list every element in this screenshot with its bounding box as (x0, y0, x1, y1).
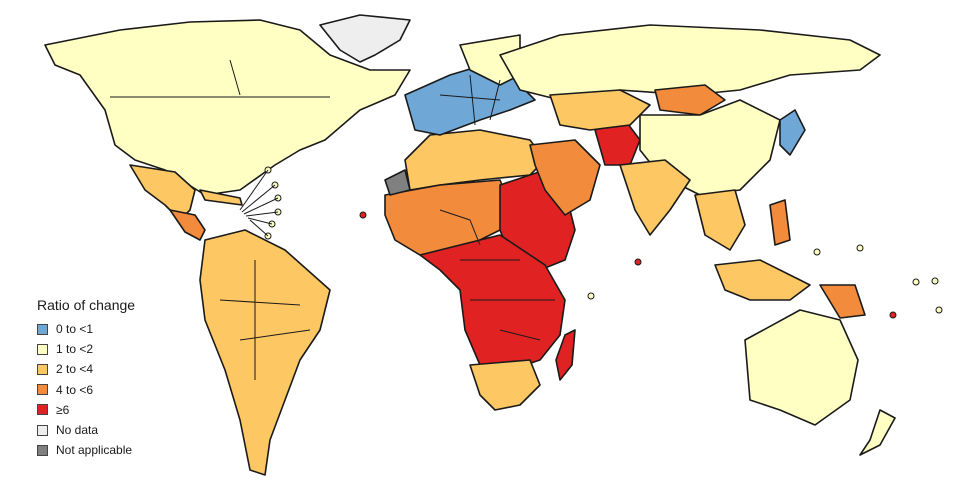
legend-item: ≥6 (37, 400, 135, 420)
legend-title: Ratio of change (37, 297, 136, 313)
region-central-america (169, 209, 206, 241)
legend-swatch (37, 323, 48, 335)
legend-item: 0 to <1 (37, 319, 135, 339)
region-australia (744, 309, 859, 426)
legend-item: 2 to <4 (37, 359, 135, 379)
legend-swatch (37, 363, 48, 375)
island-marker (889, 311, 897, 319)
legend-label: ≥6 (56, 402, 70, 417)
region-greenland (319, 14, 411, 63)
island-marker (935, 306, 943, 314)
legend-swatch (37, 404, 48, 416)
legend-item: 4 to <6 (37, 380, 135, 400)
region-eastern-europe (459, 34, 521, 86)
region-middle-east (529, 139, 601, 216)
legend-label: 2 to <4 (56, 362, 94, 377)
island-marker (359, 211, 367, 219)
region-japan-korea (779, 109, 806, 156)
legend-label: Not applicable (56, 443, 133, 458)
legend: Ratio of change 0 to <1 1 to <2 2 to <4 4 t… (37, 297, 135, 460)
region-canada-usa (44, 19, 411, 196)
region-indonesia (714, 259, 811, 301)
region-new-zealand (859, 409, 896, 456)
region-madagascar (555, 329, 576, 381)
legend-item: 1 to <2 (37, 339, 135, 359)
legend-label: 4 to <6 (56, 382, 94, 397)
island-marker (813, 248, 821, 256)
region-papua (819, 284, 866, 319)
region-western-sahara (384, 169, 411, 196)
legend-item: Not applicable (37, 440, 135, 460)
legend-swatch (37, 384, 48, 396)
island-marker (634, 258, 642, 266)
region-philippines (769, 199, 791, 246)
region-southern-africa (469, 359, 541, 411)
region-southeast-asia (694, 189, 746, 251)
region-central-asia (549, 89, 651, 131)
legend-label: No data (56, 423, 99, 438)
legend-item: No data (37, 420, 135, 440)
legend-label: 1 to <2 (56, 342, 94, 357)
legend-label: 0 to <1 (56, 322, 94, 337)
island-marker (912, 278, 920, 286)
region-mongolia (654, 84, 726, 116)
island-marker (856, 244, 864, 252)
region-south-america (199, 229, 331, 476)
region-caribbean (199, 189, 243, 206)
region-india (619, 159, 691, 236)
legend-swatch (37, 444, 48, 456)
legend-swatch (37, 343, 48, 355)
legend-swatch (37, 424, 48, 436)
island-marker (931, 277, 939, 285)
island-marker (587, 292, 595, 300)
